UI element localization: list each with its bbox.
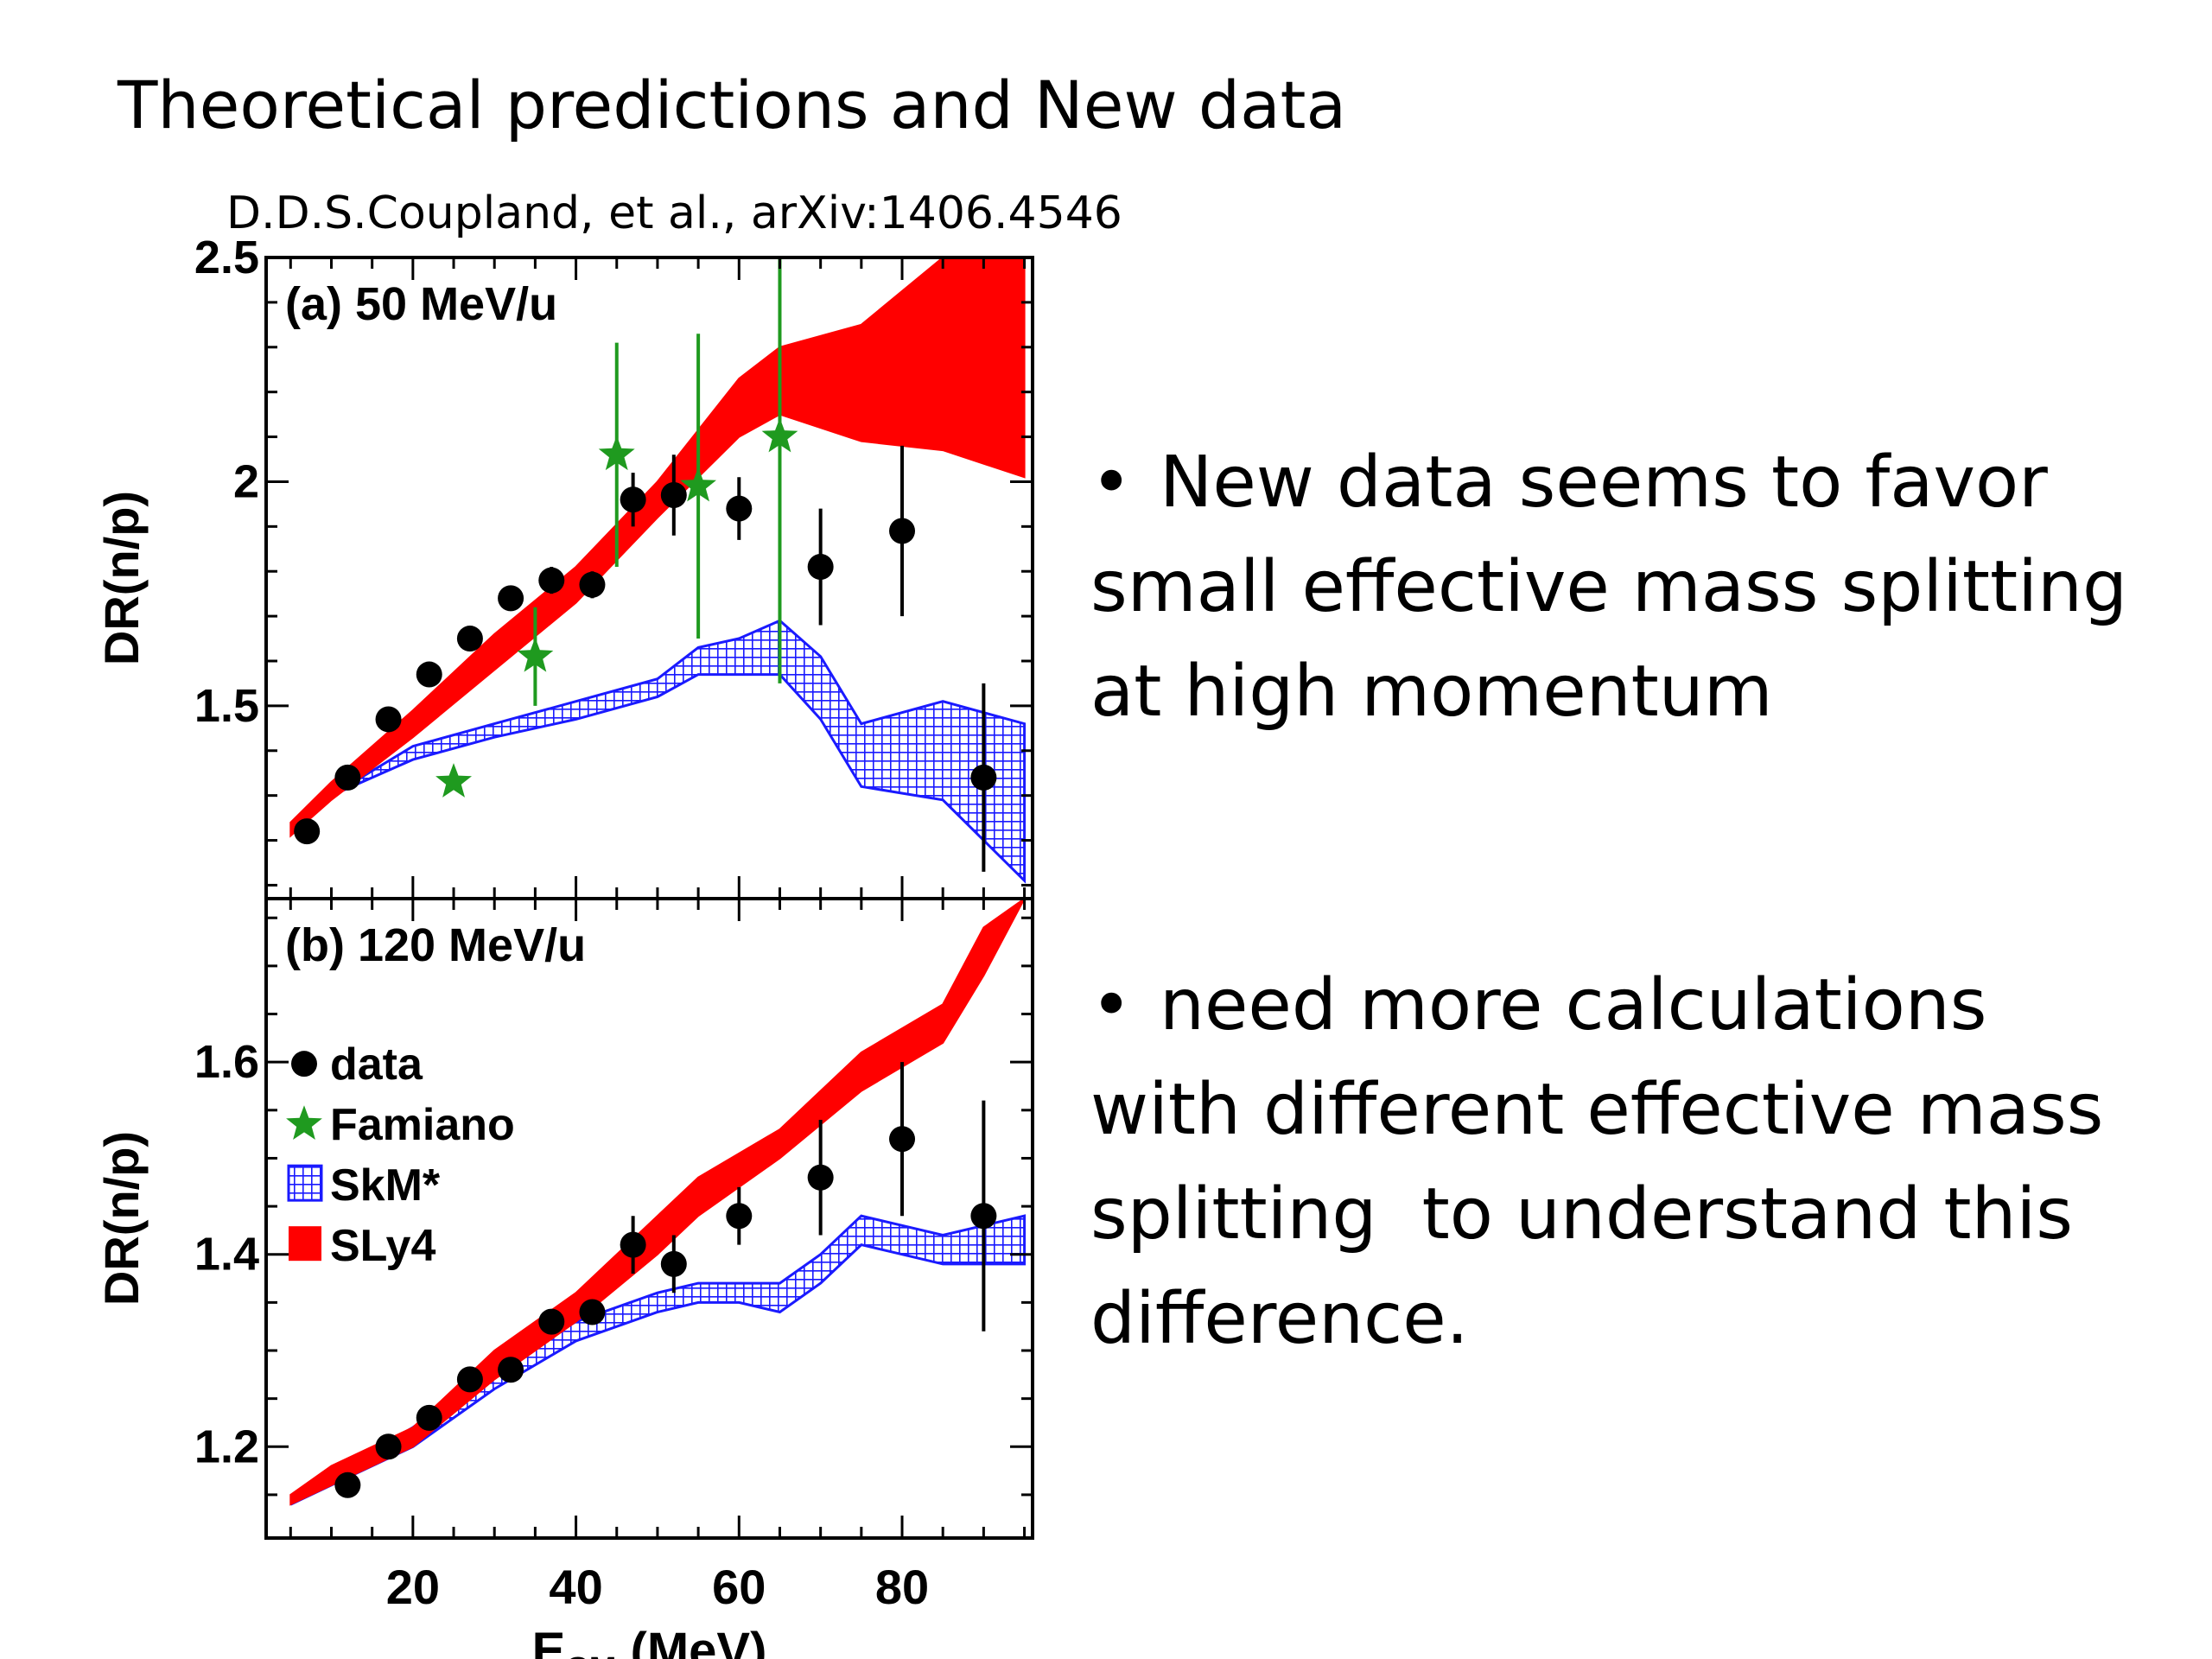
panel-b-plot-area bbox=[289, 899, 1027, 1506]
panel-b-y-axis-label: DR(n/p) bbox=[94, 1131, 149, 1306]
panel-a-data-point bbox=[807, 554, 834, 581]
panel-a-famiano-point bbox=[517, 637, 554, 672]
panel-b-x-tick-label: 80 bbox=[875, 1560, 929, 1614]
panel-b-data-point bbox=[620, 1231, 646, 1258]
panel-a-data-point bbox=[416, 661, 442, 688]
panel-b-data-point bbox=[334, 1471, 361, 1498]
panel-a-data-point bbox=[620, 486, 646, 513]
panel-a-data-point bbox=[538, 567, 565, 594]
panel-b-legend-marker-sly4 bbox=[289, 1226, 321, 1262]
panel-a-data-point bbox=[660, 482, 687, 509]
panel-a-famiano-point bbox=[680, 467, 716, 502]
citation: D.D.S.Coupland, et al., arXiv:1406.4546 bbox=[226, 188, 1122, 239]
panel-a-famiano-point bbox=[761, 417, 798, 453]
panel-a-data-point bbox=[334, 764, 361, 791]
panel-a-y-tick-label: 2 bbox=[233, 455, 259, 507]
panel-a-data-point bbox=[498, 585, 524, 612]
panel-a-plot-area bbox=[289, 257, 1027, 884]
x-axis-label-unit: (MeV) bbox=[616, 1623, 766, 1659]
panel-b-data-point bbox=[498, 1357, 524, 1383]
panel-b-y-tick-label: 1.6 bbox=[194, 1036, 259, 1088]
panel-b-data-point bbox=[807, 1164, 834, 1191]
panel-b-data-point bbox=[579, 1299, 606, 1325]
panel-b-legend-label: SkM* bbox=[330, 1160, 441, 1211]
panel-a-data-point bbox=[579, 571, 606, 598]
panel-b-x-axis-label: ECM (MeV) bbox=[532, 1623, 767, 1659]
panel-b-data-point bbox=[970, 1203, 997, 1230]
panel-b-data-point bbox=[456, 1366, 483, 1393]
bullet-text: need more calculations with different ef… bbox=[1090, 964, 2126, 1360]
panel-b-y-tick-label: 1.4 bbox=[194, 1229, 259, 1281]
panel-b-data-point bbox=[416, 1404, 442, 1431]
panel-a-data-point bbox=[726, 495, 753, 522]
panel-a-y-tick-label: 1.5 bbox=[194, 680, 259, 732]
panel-a-data-point bbox=[456, 626, 483, 652]
panel-b-frame bbox=[264, 897, 1034, 1540]
x-axis-label-main: E bbox=[532, 1623, 566, 1659]
panel-b-skm-band bbox=[289, 1214, 1027, 1506]
panel-b-legend-marker-famiano bbox=[286, 1105, 322, 1140]
panel-b-panel-label: (b) 120 MeV/u bbox=[285, 919, 586, 971]
panel-b-data-point bbox=[375, 1433, 402, 1460]
bullet-marker: • bbox=[1090, 442, 1133, 524]
panel-a-data-point bbox=[889, 518, 916, 544]
panel-a-y-tick-label: 2.5 bbox=[194, 232, 259, 283]
panel-b-legend-label: SLy4 bbox=[330, 1221, 435, 1271]
panel-b-x-tick-label: 40 bbox=[549, 1560, 602, 1614]
panel-b-legend-marker-data bbox=[291, 1051, 317, 1077]
panel-a-50mev: 1.5 2 2.5 (a) 50 MeV/u DR(n/p) bbox=[94, 232, 1034, 900]
panel-a-y-axis-label: DR(n/p) bbox=[94, 491, 149, 665]
bullet-text: New data seems to favor small effective … bbox=[1090, 442, 2151, 733]
panel-a-panel-label: (a) 50 MeV/u bbox=[285, 278, 557, 330]
panel-a-famiano-point bbox=[598, 435, 635, 471]
panel-b-x-tick-label: 20 bbox=[386, 1560, 440, 1614]
panel-b-120mev: 1.2 1.4 1.6 (b) 120 MeV/u DR(n/p) 20 40 60 80 ECM… bbox=[94, 897, 1034, 1659]
panel-b-y-tick-label: 1.2 bbox=[194, 1421, 259, 1472]
panel-b-data-point bbox=[889, 1126, 916, 1153]
panel-b-x-tick-label: 60 bbox=[712, 1560, 766, 1614]
panel-a-skm-band bbox=[289, 619, 1027, 884]
panel-b-sly4-band bbox=[289, 899, 1026, 1506]
panel-a-data-point bbox=[375, 706, 402, 733]
bullet-favor-small-splitting: • New data seems to favor small effective… bbox=[1090, 430, 2153, 744]
bullet-need-more-calculations: • need more calculations with different e… bbox=[1090, 953, 2153, 1371]
bullet-marker: • bbox=[1090, 964, 1133, 1046]
panel-b-legend-label: data bbox=[330, 1039, 423, 1090]
panel-b-data-point bbox=[660, 1250, 687, 1277]
panel-a-data-point bbox=[294, 818, 321, 845]
slide-title: Theoretical predictions and New data bbox=[118, 67, 1347, 143]
x-axis-label-subscript: CM bbox=[565, 1651, 616, 1659]
panel-a-data-point bbox=[970, 764, 997, 791]
panel-b-data-point bbox=[538, 1308, 565, 1335]
panel-a-famiano-point bbox=[435, 763, 472, 798]
panel-b-data-point bbox=[726, 1203, 753, 1230]
panel-b-legend-marker-skm bbox=[287, 1164, 323, 1202]
panel-b-legend-label: Famiano bbox=[330, 1100, 515, 1150]
